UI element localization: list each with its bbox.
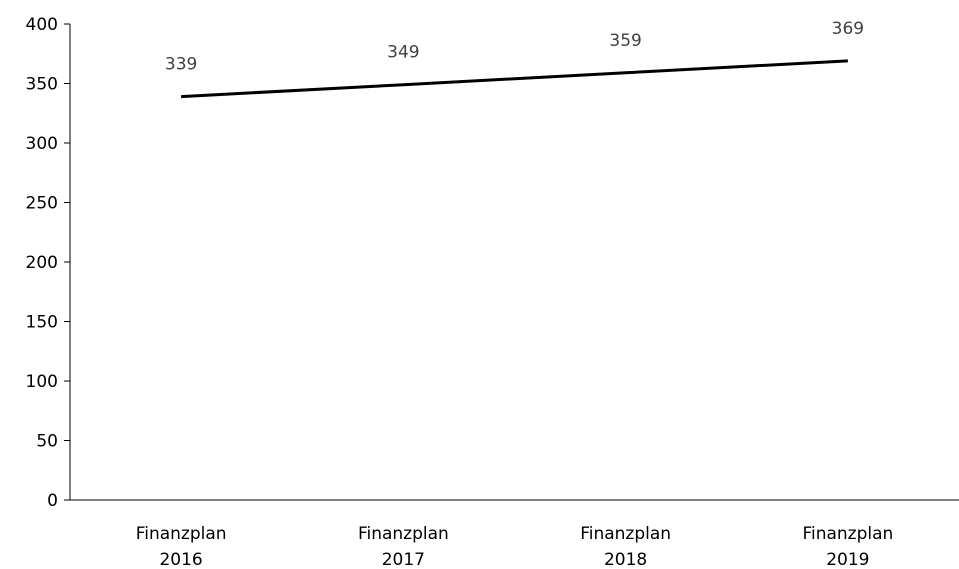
y-tick-label: 400 [26,15,58,35]
data-label: 369 [832,19,864,39]
series-group [181,59,848,99]
x-category-label: Finanzplan 2016 [136,524,227,569]
data-label: 339 [165,55,197,75]
data-labels: 339 349 359 369 [165,19,864,75]
y-tick-label: 100 [26,372,58,392]
y-tick-label: 200 [26,253,58,273]
y-tick-label: 250 [26,194,58,214]
data-label: 349 [387,43,419,63]
x-category-label: Finanzplan 2017 [358,524,449,569]
data-label: 359 [609,31,641,51]
x-category-label: Finanzplan 2019 [802,524,893,569]
y-tick-label: 300 [26,134,58,154]
y-tick-label: 350 [26,75,58,95]
y-tick-label: 50 [36,432,58,452]
y-tick-label: 0 [47,491,58,511]
y-tick-label: 150 [26,313,58,333]
series-line [181,59,848,99]
x-category-label: Finanzplan 2018 [580,524,671,569]
x-axis-labels: Finanzplan 2016 Finanzplan 2017 Finanzplan 20… [136,524,894,569]
y-axis-ticks: 0 50 100 150 200 250 300 350 400 [26,15,70,511]
